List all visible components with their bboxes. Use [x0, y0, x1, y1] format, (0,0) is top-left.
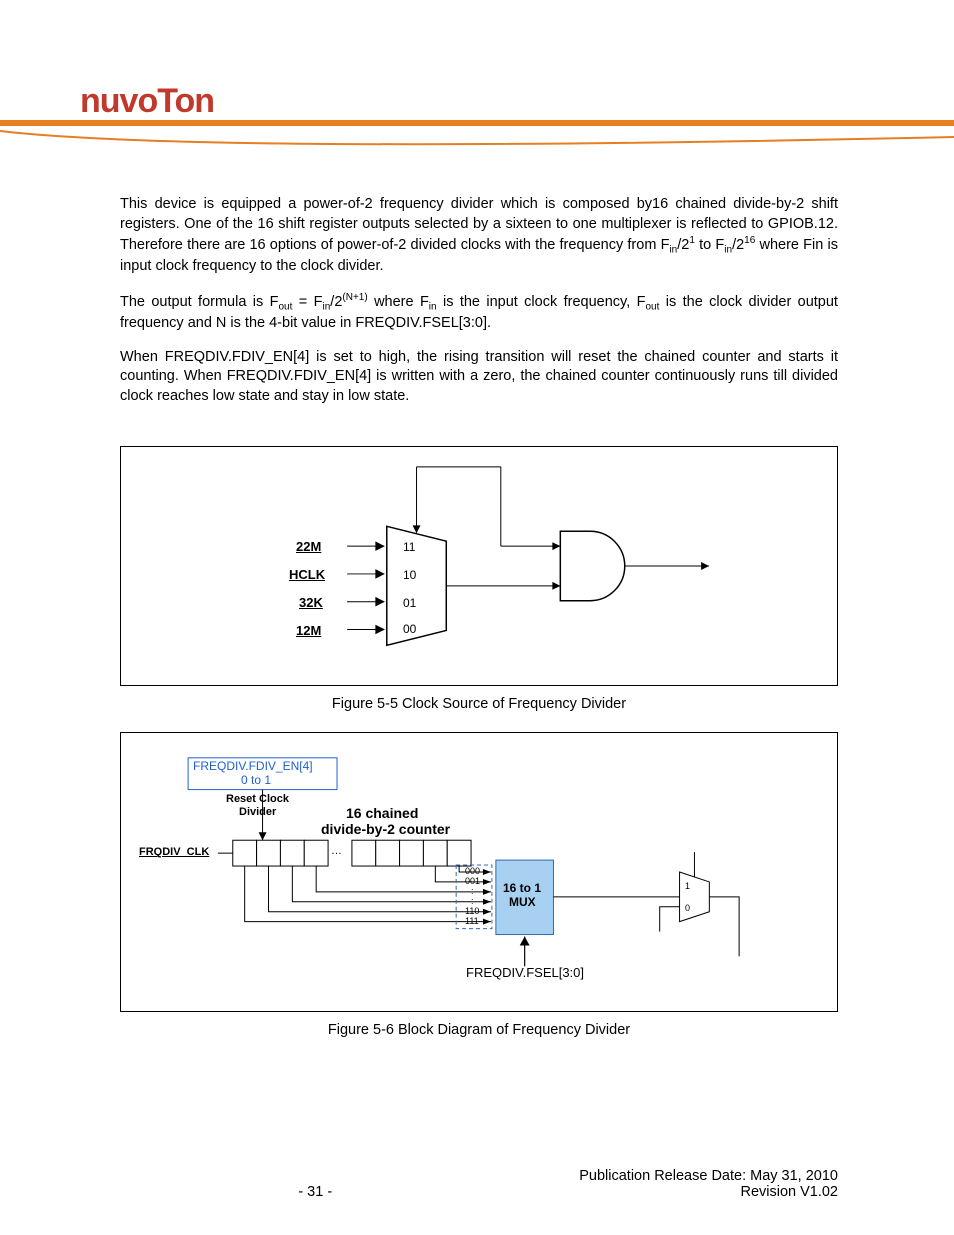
- fig1-code-10: 10: [403, 568, 416, 582]
- footer-pagenum: - 31 -: [298, 1184, 332, 1200]
- fig2-mc-4: 110: [465, 906, 479, 916]
- fig2-mc-1: 001: [465, 876, 480, 886]
- paragraph-1: This device is equipped a power-of-2 fre…: [120, 195, 838, 277]
- fig2-mc-2: :: [471, 886, 474, 896]
- fig2-en-bot: 0 to 1: [241, 773, 271, 787]
- fig2-reset-2: Divider: [239, 806, 276, 818]
- figure-5-6: FREQDIV.FDIV_EN[4] 0 to 1 Reset Clock Di…: [120, 732, 838, 1012]
- fig2-out-0: 0: [685, 903, 690, 913]
- fig2-en-top: FREQDIV.FDIV_EN[4]: [193, 759, 313, 773]
- figure-5-6-caption: Figure 5-6 Block Diagram of Frequency Di…: [120, 1022, 838, 1038]
- fig1-input-hclk: HCLK: [289, 567, 325, 582]
- header-rule: [0, 120, 954, 126]
- footer-pubdate: Publication Release Date: May 31, 2010: [120, 1168, 838, 1184]
- fig2-counter-t1: 16 chained: [346, 805, 418, 821]
- figure-5-5-caption: Figure 5-5 Clock Source of Frequency Div…: [120, 696, 838, 712]
- fig2-muxblk-1: 16 to 1: [503, 881, 541, 895]
- paragraph-3: When FREQDIV.FDIV_EN[4] is set to high, …: [120, 348, 838, 407]
- fig2-fsel: FREQDIV.FSEL[3:0]: [466, 965, 584, 980]
- fig1-input-12m: 12M: [296, 623, 321, 638]
- fig1-input-22m: 22M: [296, 539, 321, 554]
- fig1-input-32k: 32K: [299, 595, 323, 610]
- header-curve: [0, 128, 954, 158]
- fig2-muxblk-2: MUX: [509, 895, 536, 909]
- logo: nuvoTon: [80, 82, 214, 121]
- figure-5-5: 22M HCLK 32K 12M 11 10 01 00: [120, 446, 838, 686]
- fig2-mc-0: 000: [465, 866, 480, 876]
- fig2-mc-3: :: [471, 896, 474, 906]
- fig1-code-01: 01: [403, 596, 416, 610]
- fig2-reset-1: Reset Clock: [226, 793, 289, 805]
- content-area: This device is equipped a power-of-2 fre…: [120, 195, 838, 1038]
- fig2-mc-5: 111: [465, 916, 479, 926]
- fig2-ellipsis: …: [331, 845, 342, 857]
- fig2-counter-t2: divide-by-2 counter: [321, 821, 450, 837]
- paragraph-2: The output formula is Fout = Fin/2(N+1) …: [120, 291, 838, 334]
- fig1-code-11: 11: [403, 540, 415, 554]
- page-footer: Publication Release Date: May 31, 2010 -…: [120, 1168, 838, 1200]
- page-header: nuvoTon: [0, 0, 954, 140]
- footer-revision: Revision V1.02: [740, 1184, 838, 1200]
- fig1-code-00: 00: [403, 622, 416, 636]
- fig2-out-1: 1: [685, 881, 690, 891]
- fig2-clk: FRQDIV_CLK: [139, 846, 209, 858]
